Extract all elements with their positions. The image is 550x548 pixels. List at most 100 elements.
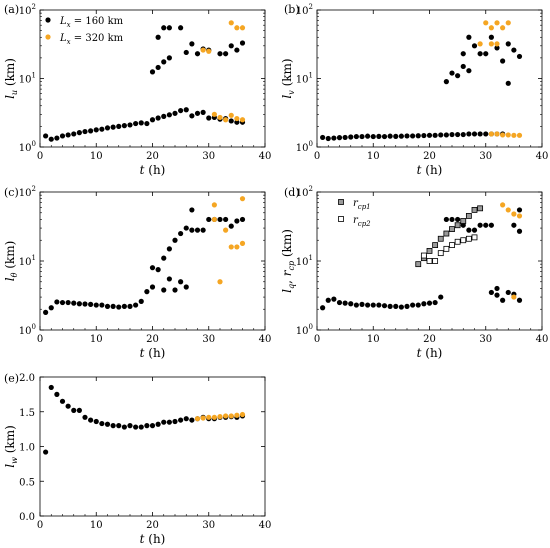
data-point [178,25,184,31]
data-point [449,216,455,223]
y-tick-label: 102 [296,3,313,17]
x-axis-label: t (h) [140,163,166,177]
data-point [234,115,240,122]
x-tick-label: 30 [479,151,492,162]
data-point [438,294,444,300]
data-point [359,301,365,307]
data-point [421,132,427,139]
plot-frame [39,376,266,517]
y-tick-label: 1.5 [19,408,35,419]
data-point [194,416,201,422]
data-point [93,418,99,425]
data-point [353,302,359,308]
data-point [477,41,483,47]
data-point [466,34,472,40]
data-point [348,134,354,140]
data-point [511,222,517,228]
y-tick-label: 100 [296,323,313,337]
data-point [239,411,246,418]
data-point [336,299,343,306]
panel-label: (d) [284,186,300,199]
data-point [494,292,500,298]
data-point [449,131,455,138]
data-point [104,421,111,427]
data-point [178,107,184,114]
data-point [161,59,167,65]
data-point [59,133,66,139]
x-axis-label: t (h) [417,163,443,177]
panel-label: (a) [4,3,19,16]
data-point-square [449,226,455,232]
x-tick-label: 40 [536,151,549,162]
data-point-square [432,242,439,248]
data-point [516,53,523,60]
data-point [500,25,506,31]
data-point [477,131,483,137]
data-point [376,302,382,308]
data-point [239,240,246,246]
data-point [477,51,483,57]
data-point [178,279,184,285]
data-point [166,276,172,282]
y-tick-label: 2.0 [19,373,35,384]
data-point [116,423,122,429]
x-axis-label: t (h) [417,346,443,360]
data-point [206,216,212,223]
data-point [365,302,371,308]
data-point [370,133,376,140]
data-point [488,25,494,31]
data-point [200,109,206,115]
data-point [110,423,116,429]
data-point [438,132,444,138]
data-point-square [460,218,467,224]
y-axis-label: lu (km) [3,58,19,99]
data-point [217,414,223,420]
data-point [71,300,77,306]
data-point [144,423,150,429]
data-point [404,133,410,139]
data-point [121,303,127,309]
x-tick-label: 10 [367,151,380,162]
data-point [228,223,234,229]
data-point [432,132,438,138]
data-point [166,246,172,252]
data-point [166,112,172,118]
x-tick-label: 0 [37,334,43,345]
data-point [110,303,116,309]
x-tick-label: 10 [90,334,103,345]
data-point [359,133,365,140]
data-point [189,41,195,47]
data-point [76,407,82,413]
data-point-square [465,213,472,219]
x-tick-label: 10 [90,520,103,531]
data-point [138,298,144,304]
data-point [483,51,489,57]
data-point [211,414,217,420]
data-point [426,300,433,306]
data-point [483,20,489,26]
data-point [194,227,201,233]
plot-frame [316,9,543,148]
data-point [88,301,94,307]
data-point [471,227,478,233]
data-point [172,287,178,293]
data-point [189,207,195,213]
data-point [200,227,206,233]
data-point-square [454,222,461,229]
data-point [178,230,184,237]
data-point [488,222,494,228]
data-point [43,449,49,455]
data-point [234,47,240,53]
plot-frame [39,9,266,148]
data-point [223,216,229,223]
y-tick-label: 102 [296,185,313,199]
data-point [110,124,116,130]
panel-label: (e) [4,372,19,385]
data-point [161,255,167,261]
data-point [223,413,229,419]
y-tick-label: 100 [19,140,36,154]
data-point [155,421,161,427]
data-point [239,196,246,202]
data-point [500,58,506,64]
data-point [455,131,461,138]
